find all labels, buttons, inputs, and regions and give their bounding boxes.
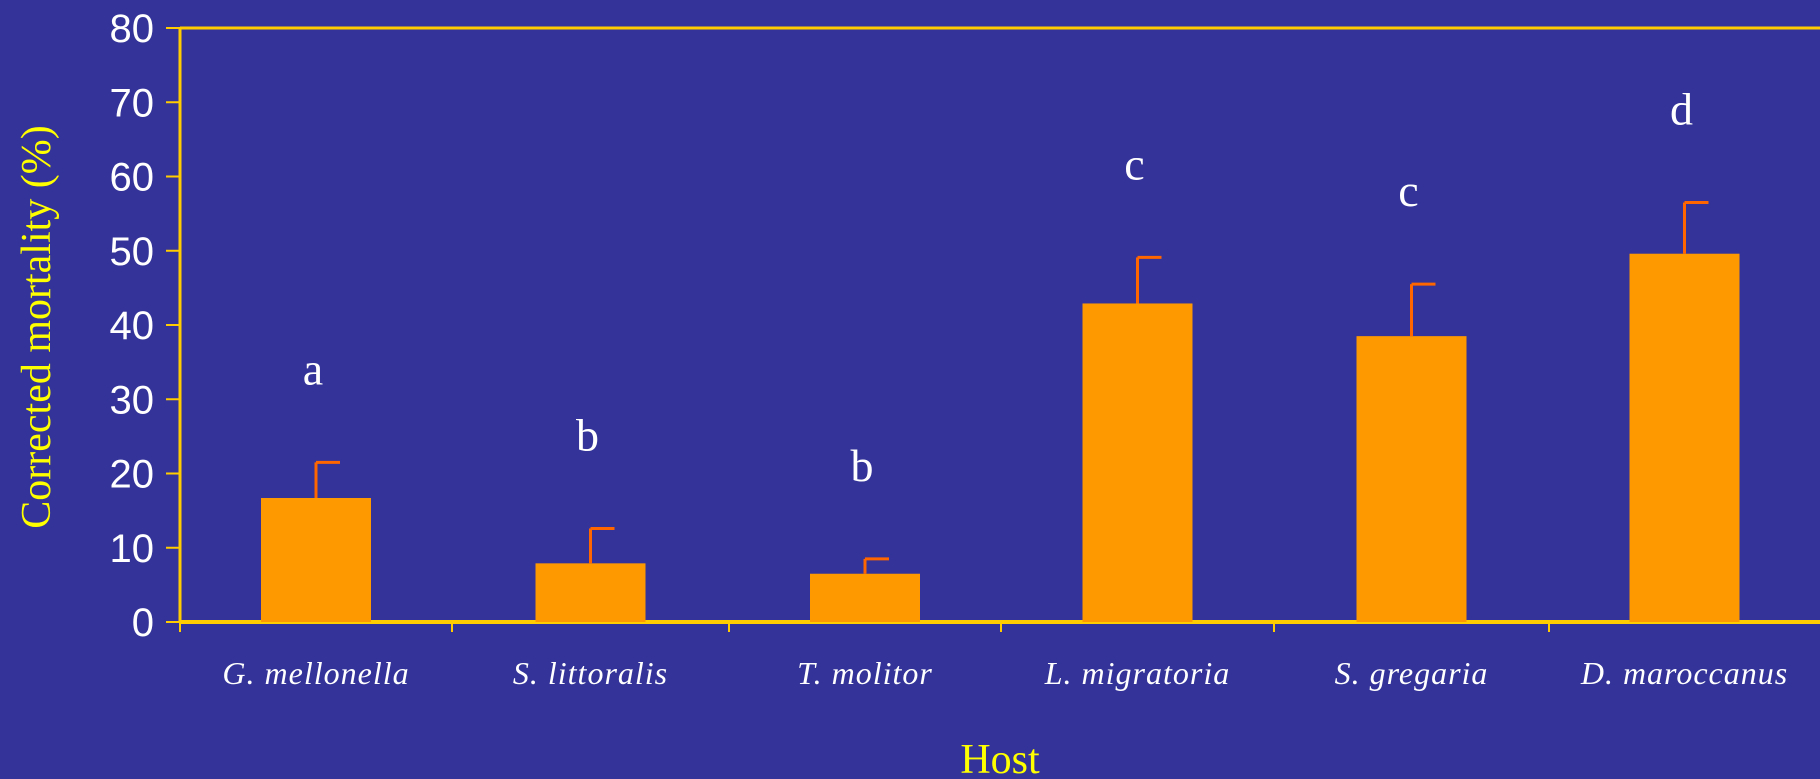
bar [810, 573, 920, 622]
x-axis-ticks: G. mellonella S. littoralis T. molitor L. m… [222, 655, 1788, 691]
error-bar [589, 526, 615, 564]
x-tick-label: T. molitor [797, 655, 933, 691]
y-axis-title: Corrected mortality (%) [14, 125, 60, 529]
x-tick-label: D. maroccanus [1580, 655, 1788, 691]
significance-labels: a b b c c d [303, 83, 1693, 490]
y-tick-label: 0 [132, 601, 154, 645]
significance-letter: c [1398, 165, 1418, 216]
x-tick-label: L. migratoria [1044, 655, 1230, 691]
y-tick-label: 80 [110, 7, 155, 51]
y-axis-ticks: 0 10 20 30 40 50 60 70 80 [110, 7, 180, 645]
y-tick-label: 30 [110, 378, 155, 422]
x-tick-label: S. gregaria [1335, 655, 1489, 691]
y-tick-label: 10 [110, 527, 155, 571]
error-bar [1136, 255, 1162, 304]
bar [1082, 303, 1193, 622]
error-bar [863, 557, 889, 574]
x-tick-label: G. mellonella [222, 655, 409, 691]
y-tick-label: 60 [110, 156, 155, 200]
bar [1629, 253, 1740, 622]
x-tick-label: S. littoralis [513, 655, 668, 691]
significance-letter: d [1670, 83, 1693, 134]
x-axis-title: Host [960, 737, 1040, 779]
y-tick-label: 50 [110, 230, 155, 274]
bar [1356, 336, 1467, 622]
error-bar [1410, 282, 1436, 337]
bar [535, 563, 646, 622]
significance-letter: c [1124, 138, 1144, 189]
bars-group [261, 253, 1740, 622]
significance-letter: b [851, 440, 874, 491]
error-bar [1683, 200, 1709, 254]
y-tick-label: 70 [110, 81, 155, 125]
significance-letter: a [303, 343, 323, 394]
bar [261, 498, 371, 622]
y-tick-label: 40 [110, 304, 155, 348]
error-bars-group [314, 200, 1709, 574]
error-bar [314, 460, 340, 499]
significance-letter: b [576, 409, 599, 460]
y-tick-label: 20 [110, 453, 155, 497]
plot-frame [178, 26, 1820, 632]
